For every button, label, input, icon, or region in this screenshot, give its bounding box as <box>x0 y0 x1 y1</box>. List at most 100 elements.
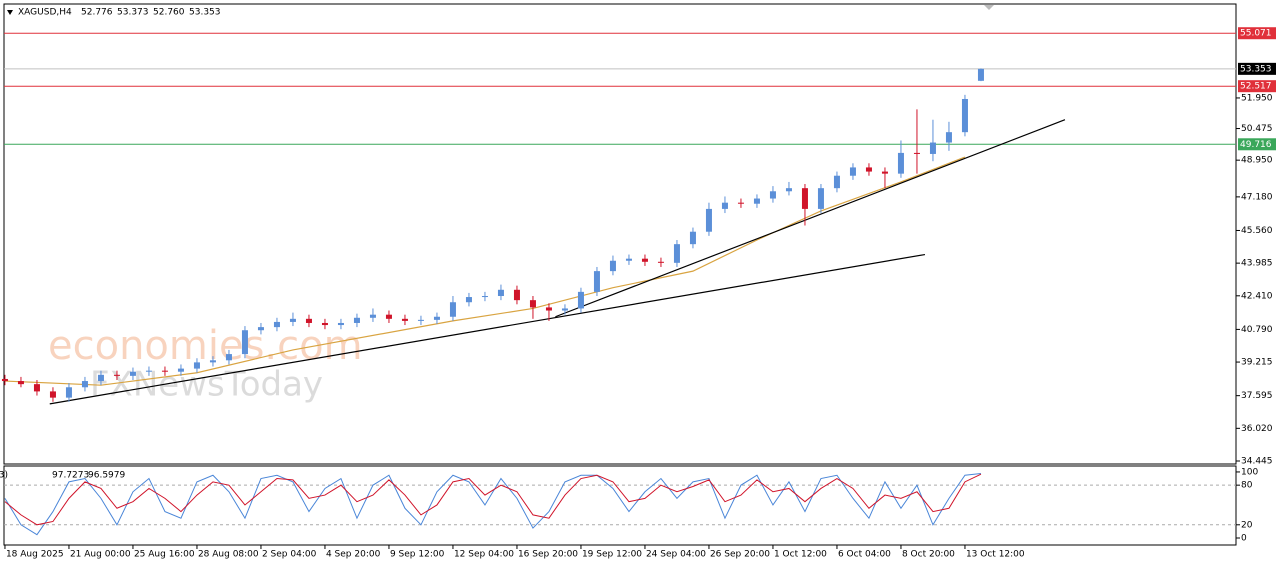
candle-body <box>225 354 232 361</box>
candle-body <box>817 188 824 209</box>
candle-body <box>449 302 456 317</box>
candle-body <box>929 142 936 154</box>
x-tick-label: 2 Sep 04:00 <box>262 550 317 560</box>
x-tick-label: 8 Oct 20:00 <box>902 550 955 560</box>
candle-body <box>177 368 184 372</box>
trendline <box>49 253 926 405</box>
oscillator-value: 96.5979 <box>88 471 125 481</box>
y-tick-label: 100 <box>1241 467 1258 477</box>
x-tick-label: 21 Aug 00:00 <box>70 550 131 560</box>
y-tick-label: 36.020 <box>1241 424 1273 434</box>
candle-body <box>161 370 168 372</box>
candle-body <box>977 68 984 81</box>
candle-body <box>113 374 120 376</box>
candle-body <box>945 132 952 143</box>
x-tick-label: 18 Aug 2025 <box>6 550 64 560</box>
candle-body <box>561 308 568 311</box>
candle-body <box>641 258 648 262</box>
candle-body <box>465 297 472 303</box>
candle-body <box>961 98 968 133</box>
candle-body <box>769 191 776 199</box>
y-tick-label: 0 <box>1241 533 1247 543</box>
candle-body <box>721 202 728 209</box>
y-tick-label: 48.950 <box>1241 156 1273 166</box>
level-label: 52.517 <box>1240 82 1272 92</box>
oscillator-line <box>4 473 982 526</box>
candle-body <box>1 378 8 382</box>
y-tick-label: 42.410 <box>1241 291 1273 301</box>
candle-body <box>881 171 888 174</box>
candle-body <box>241 330 248 355</box>
candle-body <box>17 381 24 385</box>
candle-body <box>497 289 504 297</box>
candle-body <box>865 167 872 172</box>
level-box <box>1238 80 1276 93</box>
y-tick-label: 47.180 <box>1241 192 1273 202</box>
watermark: FXNewsToday <box>90 365 323 405</box>
candle-body <box>481 296 488 298</box>
x-tick-label: 16 Sep 20:00 <box>518 550 578 560</box>
candle-body <box>705 208 712 232</box>
level-box <box>1238 138 1276 151</box>
candle-body <box>625 258 632 261</box>
oscillator-title: Sto(5,3,3) <box>0 471 8 481</box>
candle-body <box>417 319 424 321</box>
x-tick-label: 19 Sep 12:00 <box>582 550 642 560</box>
ohlc-value: 53.373 <box>117 8 149 18</box>
candle-body <box>577 291 584 309</box>
symbol-title: XAGUSD,H4 <box>18 8 72 18</box>
candle-body <box>801 188 808 209</box>
candle-body <box>513 289 520 301</box>
candle-body <box>49 391 56 398</box>
x-tick-label: 24 Sep 04:00 <box>646 550 706 560</box>
candle-body <box>657 261 664 263</box>
candle-body <box>369 314 376 318</box>
candle-body <box>33 384 40 392</box>
oscillator-line <box>4 472 982 536</box>
x-tick-label: 12 Sep 04:00 <box>454 550 514 560</box>
ohlc-value: 52.760 <box>153 8 185 18</box>
candle-body <box>593 271 600 292</box>
x-tick-label: 1 Oct 12:00 <box>774 550 827 560</box>
candle-body <box>833 175 840 189</box>
watermark: economies.com <box>48 323 363 369</box>
candle-body <box>209 360 216 363</box>
x-tick-label: 13 Oct 12:00 <box>966 550 1025 560</box>
y-tick-label: 39.215 <box>1241 358 1273 368</box>
candle-body <box>257 327 264 331</box>
trendline <box>555 119 1066 318</box>
y-tick-label: 37.595 <box>1241 391 1273 401</box>
candle-body <box>401 318 408 321</box>
candle-body <box>65 387 72 398</box>
candle-body <box>673 244 680 263</box>
oscillator-frame <box>3 465 1237 546</box>
candle-body <box>433 316 440 320</box>
candle-body <box>529 300 536 308</box>
candle-body <box>145 370 152 372</box>
y-tick-label: 40.790 <box>1241 325 1273 335</box>
candle-body <box>337 322 344 326</box>
candle-body <box>753 198 760 204</box>
x-tick-label: 26 Sep 20:00 <box>710 550 770 560</box>
candle-body <box>289 318 296 322</box>
candle-body <box>97 374 104 382</box>
x-tick-label: 9 Sep 12:00 <box>390 550 445 560</box>
candle-body <box>737 202 744 204</box>
menu-arrow[interactable] <box>7 10 13 15</box>
ohlc-value: 53.353 <box>189 8 221 18</box>
candle-body <box>193 362 200 369</box>
candle-body <box>609 260 616 272</box>
y-tick-label: 50.475 <box>1241 124 1273 134</box>
level-label: 49.716 <box>1240 140 1272 150</box>
y-tick-label: 43.985 <box>1241 259 1273 269</box>
x-tick-label: 28 Aug 08:00 <box>198 550 259 560</box>
y-tick-label: 51.950 <box>1241 93 1273 103</box>
candle-body <box>305 318 312 323</box>
candle-body <box>385 314 392 319</box>
level-box <box>1238 62 1276 75</box>
level-label: 53.353 <box>1240 64 1272 74</box>
x-tick-label: 25 Aug 16:00 <box>134 550 195 560</box>
chart-shift-marker <box>984 5 994 10</box>
